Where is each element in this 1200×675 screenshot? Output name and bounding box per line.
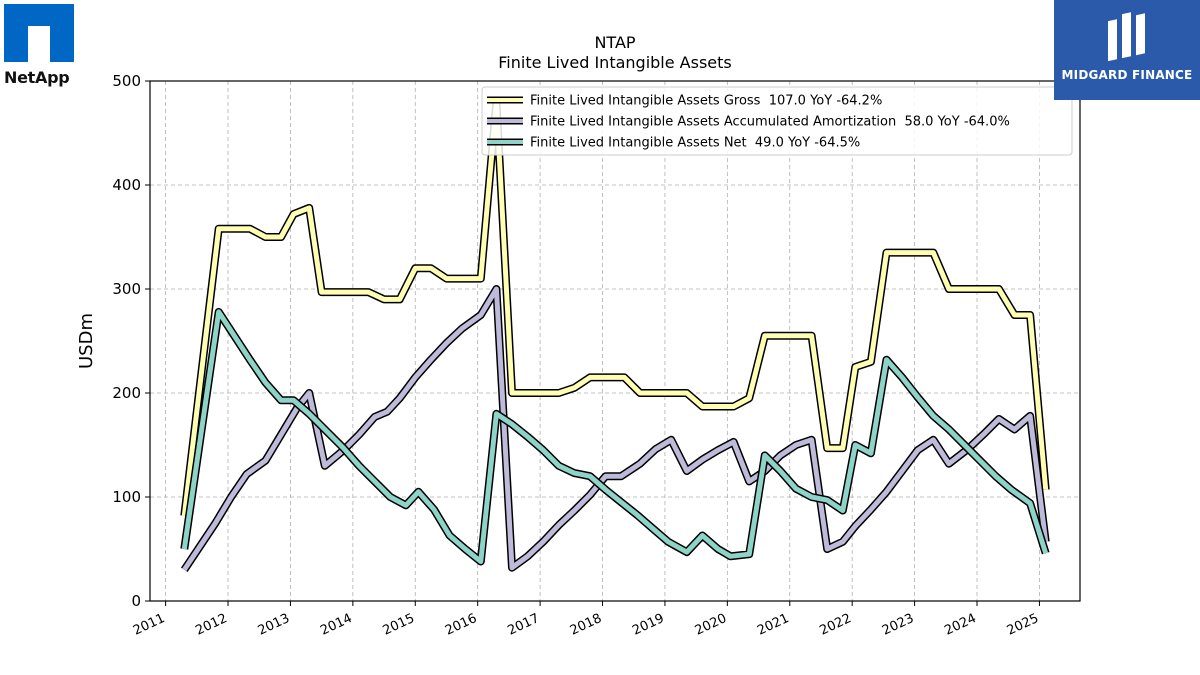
series-layer xyxy=(180,97,1050,573)
plot-frame xyxy=(149,80,1081,602)
y-tick-label: 500 xyxy=(112,72,141,90)
x-tick-label: 2020 xyxy=(693,611,729,639)
netapp-logo-mark xyxy=(4,4,74,62)
x-tick-label: 2021 xyxy=(755,611,791,639)
series-line-0 xyxy=(181,99,1049,516)
x-tick-label: 2017 xyxy=(505,611,541,639)
x-tick-label: 2023 xyxy=(880,611,916,639)
midgard-logo-mark xyxy=(1108,12,1145,62)
legend-label-amortization: Finite Lived Intangible Assets Accumulat… xyxy=(530,115,1010,130)
y-tick-label: 200 xyxy=(112,384,141,402)
x-tick-label: 2025 xyxy=(1005,611,1041,639)
legend-box xyxy=(481,86,1073,156)
x-tick-label: 2022 xyxy=(818,611,854,639)
x-tick-label: 2012 xyxy=(193,611,229,639)
legend-label-gross: Finite Lived Intangible Assets Gross 107… xyxy=(530,94,882,109)
legend: Finite Lived Intangible Assets Gross 107… xyxy=(481,86,1073,156)
legend-label-net: Finite Lived Intangible Assets Net 49.0 … xyxy=(530,136,860,151)
x-tick-label: 2011 xyxy=(131,611,167,639)
chart-title: NTAP xyxy=(594,33,635,52)
x-tick-label: 2024 xyxy=(942,611,978,639)
y-tick-label: 100 xyxy=(112,488,141,506)
grid-layer xyxy=(150,80,1080,602)
y-tick-label: 300 xyxy=(112,280,141,298)
series-line-2 xyxy=(181,309,1049,564)
x-tick-label: 2016 xyxy=(443,611,479,639)
x-tick-label: 2015 xyxy=(381,611,417,639)
netapp-logo: NetApp xyxy=(4,4,82,94)
y-tick-label: 400 xyxy=(112,176,141,194)
x-tick-label: 2019 xyxy=(630,611,666,639)
chart-subtitle: Finite Lived Intangible Assets xyxy=(498,53,731,72)
x-tick-label: 2014 xyxy=(318,611,354,639)
series-line-outline-2 xyxy=(180,307,1050,566)
y-axis-label: USDm xyxy=(76,313,97,369)
netapp-logo-text: NetApp xyxy=(4,68,70,87)
series-line-outline-1 xyxy=(180,285,1050,573)
midgard-logo-text: MIDGARD FINANCE xyxy=(1061,68,1193,82)
midgard-finance-logo: MIDGARD FINANCE xyxy=(1054,0,1200,100)
x-tick-label: 2018 xyxy=(568,611,604,639)
y-tick-label: 0 xyxy=(131,592,141,610)
x-tick-label: 2013 xyxy=(256,611,292,639)
